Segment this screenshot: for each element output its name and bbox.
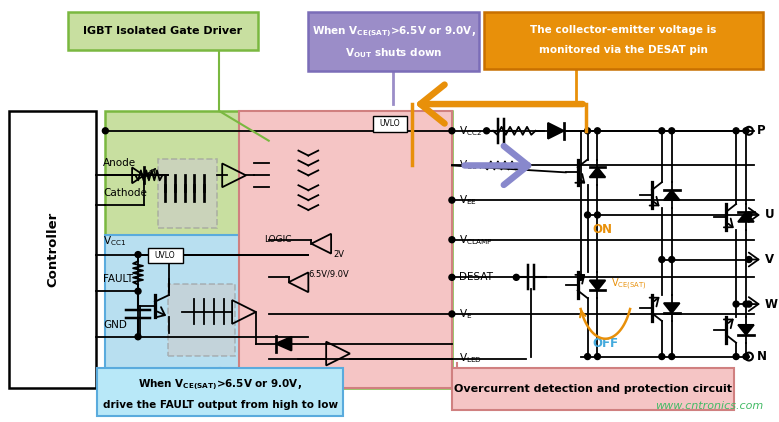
- Text: DESAT: DESAT: [459, 272, 493, 282]
- Text: V$_\mathregular{OUT}$: V$_\mathregular{OUT}$: [459, 159, 484, 172]
- Circle shape: [746, 212, 752, 218]
- Circle shape: [659, 354, 664, 360]
- Circle shape: [135, 334, 141, 340]
- FancyBboxPatch shape: [148, 248, 182, 263]
- Text: www.cntronics.com: www.cntronics.com: [654, 401, 763, 411]
- Circle shape: [746, 301, 752, 307]
- Circle shape: [102, 128, 108, 134]
- FancyBboxPatch shape: [105, 235, 308, 388]
- Circle shape: [659, 128, 664, 134]
- Circle shape: [594, 212, 601, 218]
- Text: V$_\mathregular{CC2}$: V$_\mathregular{CC2}$: [459, 124, 482, 138]
- Polygon shape: [738, 212, 754, 222]
- Text: FAULT: FAULT: [104, 274, 133, 284]
- Polygon shape: [664, 190, 679, 200]
- Circle shape: [449, 128, 455, 134]
- Text: V: V: [765, 253, 774, 266]
- FancyBboxPatch shape: [9, 111, 97, 388]
- Text: Overcurrent detection and protection circuit: Overcurrent detection and protection cir…: [453, 384, 731, 394]
- Circle shape: [584, 212, 590, 218]
- Text: GND: GND: [104, 320, 127, 330]
- FancyBboxPatch shape: [167, 284, 235, 356]
- Text: V$_\mathregular{CE(SAT)}$: V$_\mathregular{CE(SAT)}$: [612, 276, 647, 292]
- Text: 2V: 2V: [333, 250, 344, 259]
- Circle shape: [135, 288, 141, 294]
- FancyBboxPatch shape: [68, 12, 258, 50]
- Circle shape: [594, 354, 601, 360]
- Circle shape: [135, 252, 141, 257]
- Circle shape: [584, 354, 590, 360]
- Text: When V$_\mathregular{CE(SAT)}$>6.5V or 9.0V,: When V$_\mathregular{CE(SAT)}$>6.5V or 9…: [138, 378, 302, 392]
- Text: The collector-emitter voltage is: The collector-emitter voltage is: [530, 25, 717, 35]
- Text: LOGIC: LOGIC: [264, 235, 291, 244]
- Circle shape: [449, 197, 455, 203]
- Circle shape: [746, 257, 752, 262]
- Polygon shape: [664, 303, 679, 313]
- FancyBboxPatch shape: [158, 159, 217, 228]
- Circle shape: [594, 128, 601, 134]
- Text: V$_\mathregular{CC1}$: V$_\mathregular{CC1}$: [104, 234, 127, 248]
- Text: 6.5V/9.0V: 6.5V/9.0V: [308, 270, 349, 279]
- Polygon shape: [548, 123, 564, 139]
- Text: V$_\mathregular{LED}$: V$_\mathregular{LED}$: [459, 352, 482, 365]
- Circle shape: [449, 274, 455, 280]
- Text: P: P: [757, 124, 766, 137]
- Text: When V$_\mathregular{CE(SAT)}$>6.5V or 9.0V,: When V$_\mathregular{CE(SAT)}$>6.5V or 9…: [312, 24, 475, 39]
- Text: U: U: [765, 208, 774, 222]
- FancyBboxPatch shape: [239, 111, 452, 388]
- FancyBboxPatch shape: [105, 111, 452, 388]
- Circle shape: [523, 162, 529, 168]
- Text: V$_\mathregular{OUT}$ shuts down: V$_\mathregular{OUT}$ shuts down: [345, 47, 442, 60]
- FancyBboxPatch shape: [484, 12, 763, 69]
- Text: monitored via the DESAT pin: monitored via the DESAT pin: [539, 45, 707, 54]
- Text: drive the FAULT output from high to low: drive the FAULT output from high to low: [103, 400, 338, 410]
- Circle shape: [733, 301, 739, 307]
- Circle shape: [484, 128, 489, 134]
- Circle shape: [743, 354, 749, 360]
- FancyBboxPatch shape: [97, 368, 343, 416]
- Text: W: W: [765, 298, 777, 311]
- Text: IGBT Isolated Gate Driver: IGBT Isolated Gate Driver: [83, 26, 242, 36]
- Text: ON: ON: [593, 223, 612, 236]
- Circle shape: [513, 274, 520, 280]
- Polygon shape: [738, 325, 754, 335]
- Circle shape: [584, 128, 590, 134]
- Circle shape: [743, 128, 749, 134]
- Circle shape: [733, 354, 739, 360]
- Polygon shape: [590, 168, 605, 177]
- Text: UVLO: UVLO: [379, 119, 400, 128]
- Circle shape: [668, 354, 675, 360]
- Circle shape: [743, 301, 749, 307]
- Polygon shape: [276, 337, 291, 351]
- Text: N: N: [757, 350, 767, 363]
- Text: Controller: Controller: [47, 212, 59, 287]
- Polygon shape: [590, 280, 605, 290]
- FancyBboxPatch shape: [308, 12, 478, 71]
- Text: V$_\mathregular{EE}$: V$_\mathregular{EE}$: [459, 193, 477, 207]
- FancyBboxPatch shape: [452, 368, 734, 410]
- Text: V$_\mathregular{E}$: V$_\mathregular{E}$: [459, 307, 472, 321]
- Circle shape: [659, 257, 664, 262]
- Circle shape: [668, 257, 675, 262]
- Text: OFF: OFF: [593, 337, 619, 350]
- Text: V$_\mathregular{CLAMP}$: V$_\mathregular{CLAMP}$: [459, 233, 492, 246]
- Circle shape: [449, 237, 455, 243]
- FancyBboxPatch shape: [372, 116, 407, 132]
- Circle shape: [578, 274, 583, 280]
- Circle shape: [733, 128, 739, 134]
- Text: UVLO: UVLO: [154, 251, 175, 260]
- Text: Cathode: Cathode: [104, 188, 147, 198]
- Circle shape: [668, 128, 675, 134]
- Text: Anode: Anode: [104, 158, 136, 168]
- Circle shape: [449, 311, 455, 317]
